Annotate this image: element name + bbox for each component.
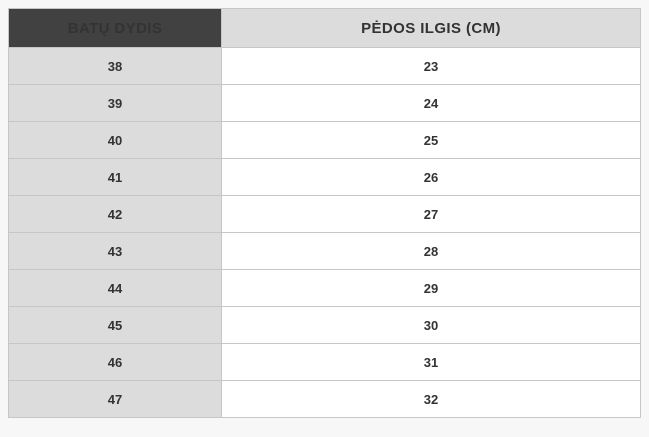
foot-length-cell: 27	[221, 195, 641, 233]
table-body: 38 23 39 24 40 25 41 26 42 27 43 28 44 29 45 30 46 31 47 32	[8, 47, 641, 418]
foot-length-cell: 23	[221, 47, 641, 85]
foot-length-cell: 28	[221, 232, 641, 270]
shoe-size-cell: 38	[8, 47, 222, 85]
column-header-shoe-size: BATŲ DYDIS	[8, 8, 222, 48]
foot-length-cell: 30	[221, 306, 641, 344]
size-chart-container: BATŲ DYDIS PĖDOS ILGIS (CM) 38 23 39 24 40 25…	[8, 8, 641, 418]
table-row: 45 30	[8, 306, 641, 344]
shoe-size-cell: 41	[8, 158, 222, 196]
shoe-size-cell: 46	[8, 343, 222, 381]
foot-length-cell: 24	[221, 84, 641, 122]
shoe-size-cell: 44	[8, 269, 222, 307]
table-row: 43 28	[8, 232, 641, 270]
table-row: 47 32	[8, 380, 641, 418]
shoe-size-cell: 45	[8, 306, 222, 344]
column-header-foot-length: PĖDOS ILGIS (CM)	[221, 8, 641, 48]
table-row: 38 23	[8, 47, 641, 85]
table-row: 46 31	[8, 343, 641, 381]
shoe-size-table: BATŲ DYDIS PĖDOS ILGIS (CM) 38 23 39 24 40 25…	[8, 8, 641, 418]
foot-length-cell: 29	[221, 269, 641, 307]
table-row: 40 25	[8, 121, 641, 159]
foot-length-cell: 26	[221, 158, 641, 196]
shoe-size-cell: 47	[8, 380, 222, 418]
shoe-size-cell: 43	[8, 232, 222, 270]
header-row: BATŲ DYDIS PĖDOS ILGIS (CM)	[8, 8, 641, 48]
shoe-size-cell: 42	[8, 195, 222, 233]
shoe-size-cell: 40	[8, 121, 222, 159]
foot-length-cell: 32	[221, 380, 641, 418]
table-row: 41 26	[8, 158, 641, 196]
foot-length-cell: 25	[221, 121, 641, 159]
table-row: 42 27	[8, 195, 641, 233]
shoe-size-cell: 39	[8, 84, 222, 122]
table-row: 44 29	[8, 269, 641, 307]
table-row: 39 24	[8, 84, 641, 122]
foot-length-cell: 31	[221, 343, 641, 381]
